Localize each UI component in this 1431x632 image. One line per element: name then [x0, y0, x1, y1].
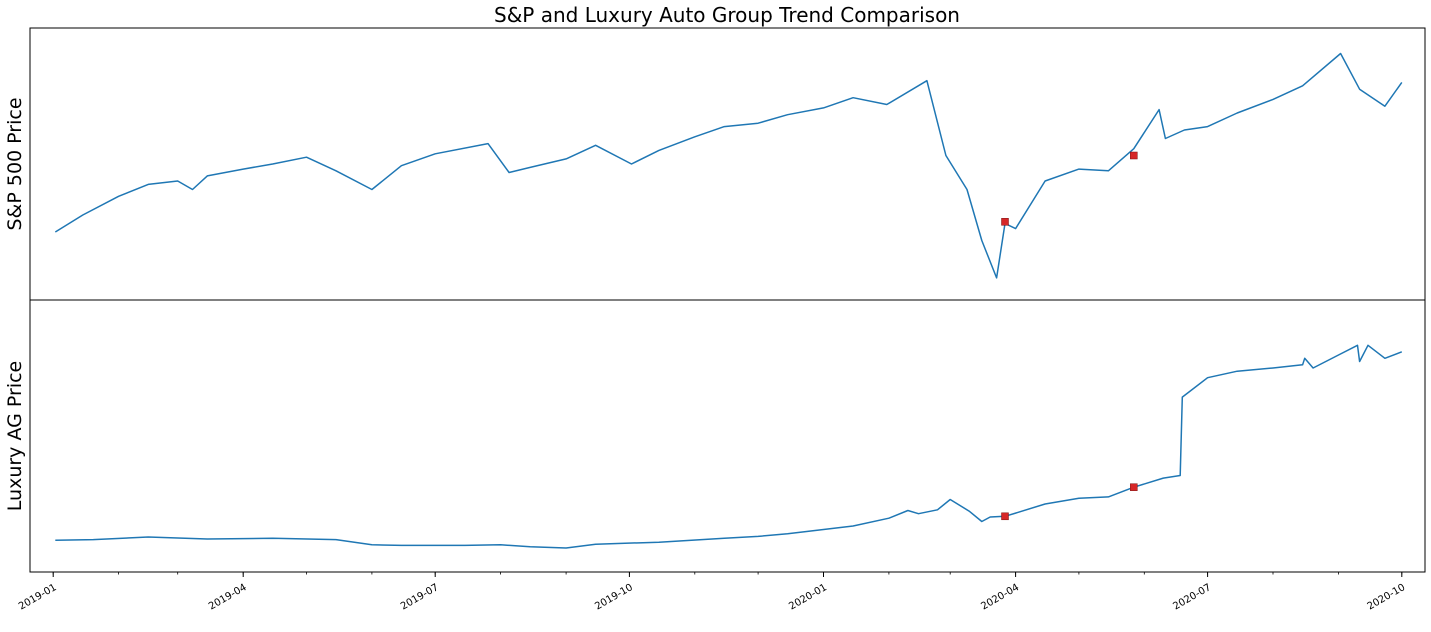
x-tick-label: 2020-01 — [787, 582, 829, 612]
x-tick-label: 2019-04 — [207, 582, 249, 612]
sp500-series — [54, 52, 1403, 279]
top-plot-frame — [29, 27, 1426, 301]
bottom-ylabel: Luxury AG Price — [4, 361, 26, 511]
sp500-marker-1 — [1001, 218, 1009, 226]
sp500-marker-2 — [1130, 151, 1138, 160]
x-tick-label: 2019-01 — [17, 582, 59, 612]
chart-title: S&P and Luxury Auto Group Trend Comparis… — [494, 3, 960, 27]
luxury-ag-marker-1 — [1001, 512, 1009, 521]
luxury-ag-series — [55, 344, 1403, 549]
luxury-ag-line — [55, 344, 1403, 549]
bottom-plot-frame — [29, 299, 1426, 573]
bottom-subplot: Luxury AG Price — [4, 299, 1426, 573]
top-subplot: S&P 500 Price — [4, 27, 1426, 301]
sp500-line — [54, 52, 1403, 279]
x-tick-label: 2019-10 — [593, 582, 635, 612]
top-ylabel: S&P 500 Price — [4, 97, 26, 230]
x-tick-label: 2020-07 — [1171, 582, 1213, 612]
luxury-ag-marker-2 — [1130, 483, 1138, 491]
x-tick-label: 2020-10 — [1366, 582, 1408, 612]
x-tick-label: 2020-04 — [979, 582, 1021, 612]
x-axis: 2019-01 2019-04 2019-07 2019-10 2020-01 2020-… — [17, 572, 1407, 612]
x-tick-label: 2019-07 — [399, 582, 441, 612]
